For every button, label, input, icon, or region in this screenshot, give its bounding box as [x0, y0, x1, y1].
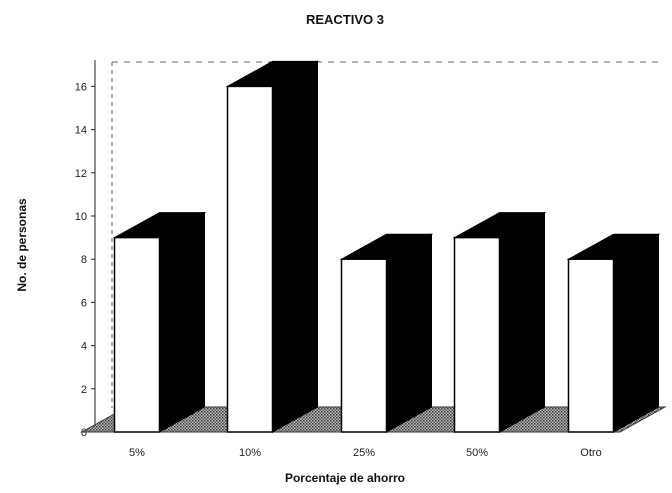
y-tick-label: 8 — [81, 254, 87, 266]
y-tick-label: 14 — [75, 125, 87, 137]
bar — [112, 211, 207, 433]
x-axis-ticks: 5% 10% 25% 50% Otro — [129, 447, 602, 459]
bar — [339, 233, 434, 433]
bar — [566, 233, 661, 433]
bar — [225, 60, 320, 433]
bar-side — [499, 211, 545, 433]
y-tick-label: 0 — [81, 427, 87, 439]
bar-side — [613, 233, 659, 433]
x-tick-label: 50% — [466, 447, 488, 459]
y-axis-ticks: 0 2 4 6 8 10 12 14 16 — [75, 81, 95, 439]
bar-front — [567, 258, 615, 433]
y-tick-label: 6 — [81, 297, 87, 309]
chart-title: REACTIVO 3 — [306, 12, 384, 27]
bar-front — [113, 236, 161, 433]
y-tick-label: 10 — [75, 211, 87, 223]
y-tick-label: 12 — [75, 168, 87, 180]
x-tick-label: 25% — [353, 447, 375, 459]
y-tick-label: 2 — [81, 384, 87, 396]
bar-side — [159, 211, 205, 433]
x-tick-label: Otro — [580, 447, 601, 459]
bar — [452, 211, 547, 433]
x-tick-label: 10% — [239, 447, 261, 459]
bar-front — [226, 85, 274, 433]
y-tick-label: 16 — [75, 81, 87, 93]
plot-area — [94, 60, 660, 432]
x-tick-label: 5% — [129, 447, 145, 459]
bar-side — [272, 60, 318, 433]
bars — [112, 60, 661, 433]
bar-front — [453, 236, 501, 433]
x-axis-label: Porcentaje de ahorro — [285, 471, 405, 485]
y-axis-label: No. de personas — [15, 198, 29, 292]
y-tick-label: 4 — [81, 341, 87, 353]
bar-front — [340, 258, 388, 433]
bar-side — [386, 233, 432, 433]
